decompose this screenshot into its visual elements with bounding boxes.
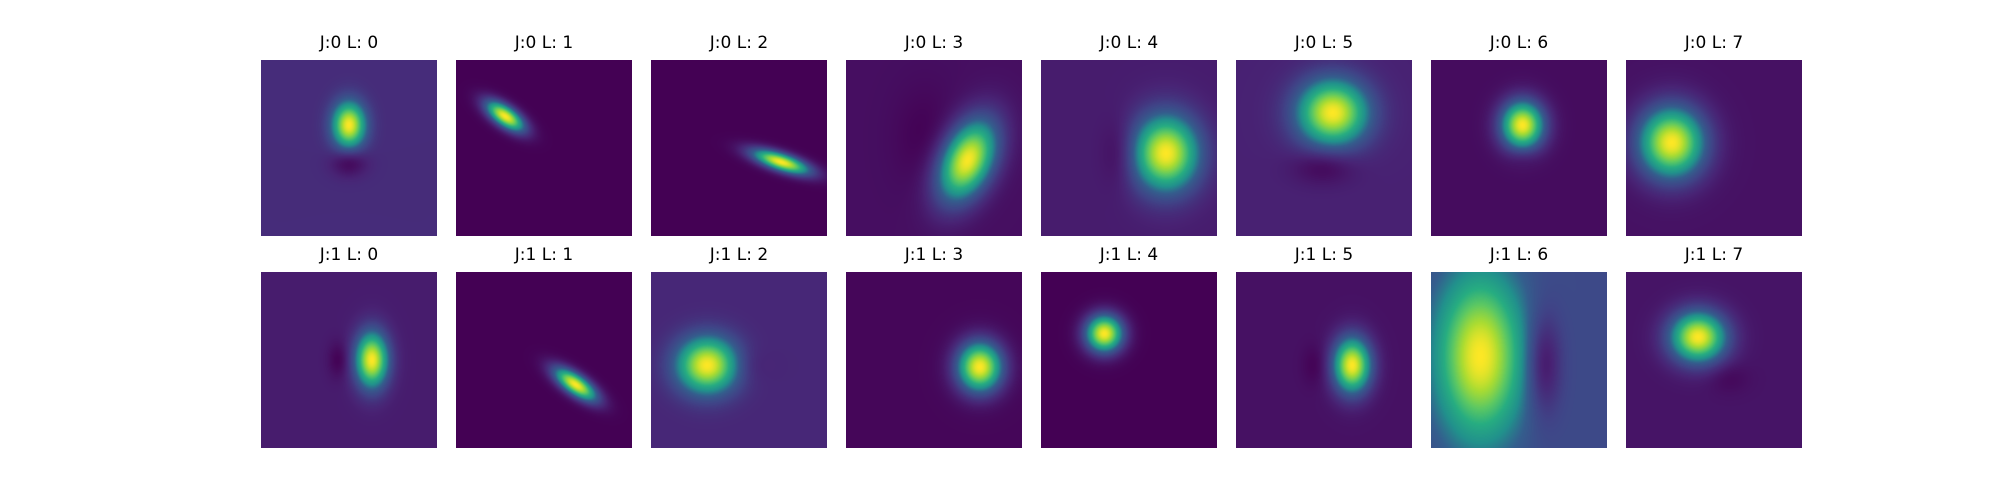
heatmap-panel: J:1 L: 6 [1431,245,1607,448]
heatmap-image [261,272,437,448]
heatmap-panel: J:0 L: 6 [1431,33,1607,236]
heatmap-image [1431,272,1607,448]
heatmap-panel: J:1 L: 1 [456,245,632,448]
heatmap-image [456,272,632,448]
heatmap-image [1041,272,1217,448]
heatmap-panel: J:0 L: 7 [1626,33,1802,236]
panel-title: J:1 L: 2 [709,245,769,265]
heatmap-panel: J:0 L: 0 [261,33,437,236]
panel-title: J:1 L: 6 [1489,245,1549,265]
heatmap-panel: J:1 L: 7 [1626,245,1802,448]
panel-title: J:1 L: 0 [319,245,379,265]
panel-title: J:0 L: 6 [1489,33,1549,53]
heatmap-image [846,60,1022,236]
heatmap-panel: J:1 L: 0 [261,245,437,448]
panel-title: J:0 L: 3 [904,33,964,53]
heatmap-panel: J:0 L: 5 [1236,33,1412,236]
heatmap-panel: J:1 L: 2 [651,245,827,448]
heatmap-image [1236,272,1412,448]
panel-title: J:0 L: 0 [319,33,379,53]
heatmap-panel: J:1 L: 3 [846,245,1022,448]
panel-title: J:1 L: 7 [1684,245,1744,265]
heatmap-image [651,60,827,236]
heatmap-panel: J:1 L: 4 [1041,245,1217,448]
heatmap-panel: J:0 L: 4 [1041,33,1217,236]
panel-title: J:0 L: 7 [1684,33,1744,53]
heatmap-panel: J:0 L: 3 [846,33,1022,236]
heatmap-image [1626,60,1802,236]
heatmap-image [456,60,632,236]
heatmap-image [261,60,437,236]
panel-title: J:0 L: 2 [709,33,769,53]
panel-title: J:0 L: 4 [1099,33,1159,53]
heatmap-image [1236,60,1412,236]
panel-title: J:1 L: 1 [514,245,574,265]
heatmap-panel: J:0 L: 1 [456,33,632,236]
heatmap-image [651,272,827,448]
heatmap-panel: J:0 L: 2 [651,33,827,236]
panel-title: J:0 L: 1 [514,33,574,53]
heatmap-image [1041,60,1217,236]
panel-title: J:1 L: 3 [904,245,964,265]
heatmap-panel: J:1 L: 5 [1236,245,1412,448]
heatmap-image [1626,272,1802,448]
panel-title: J:0 L: 5 [1294,33,1354,53]
heatmap-image [1431,60,1607,236]
panel-title: J:1 L: 4 [1099,245,1159,265]
heatmap-image [846,272,1022,448]
panel-title: J:1 L: 5 [1294,245,1354,265]
